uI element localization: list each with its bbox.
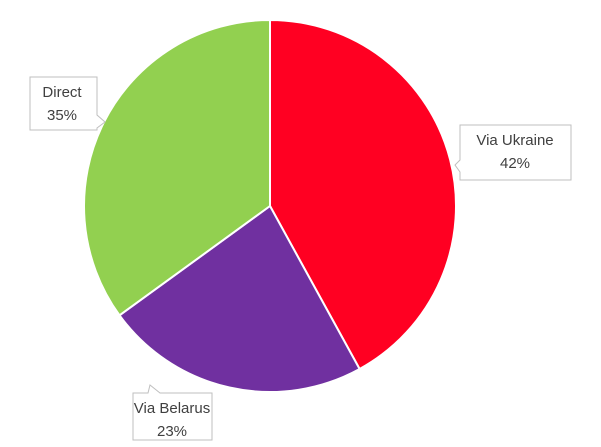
pie-slice — [118, 204, 361, 393]
data-label-box — [454, 124, 572, 181]
pie-slice — [269, 18, 457, 371]
data-label-box — [29, 76, 106, 131]
data-label-category: Via Ukraine — [476, 132, 553, 149]
data-label-box — [132, 384, 213, 441]
data-label-value: 35% — [47, 107, 77, 124]
data-label-value: 23% — [157, 423, 187, 440]
data-label-category: Direct — [42, 84, 82, 101]
data-label-category: Via Belarus — [134, 400, 210, 417]
data-label-value: 42% — [500, 155, 530, 172]
